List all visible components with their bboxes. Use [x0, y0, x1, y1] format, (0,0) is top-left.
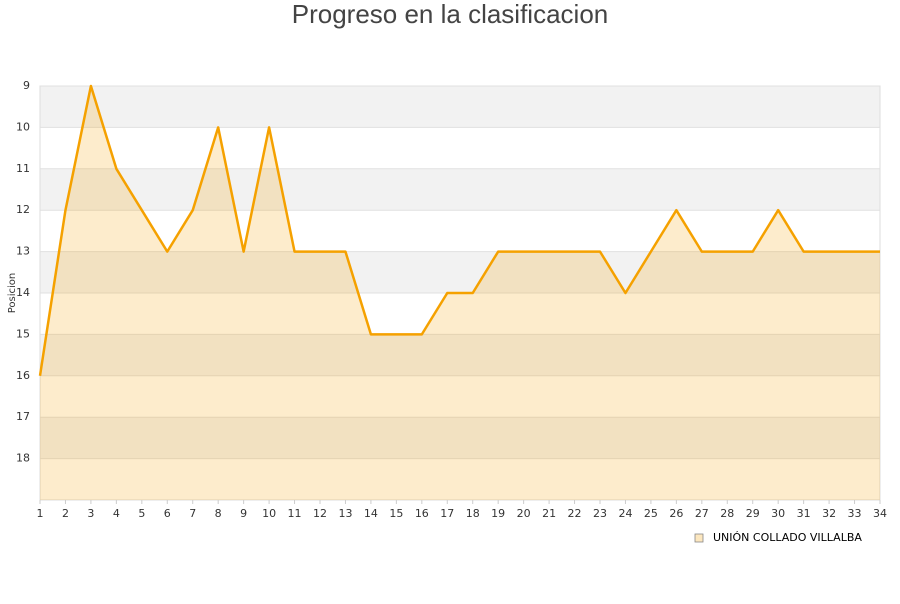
x-tick-label: 11: [288, 507, 302, 520]
x-tick-label: 32: [822, 507, 836, 520]
x-tick-label: 26: [669, 507, 683, 520]
grid-band: [40, 168, 880, 211]
x-tick-label: 25: [644, 507, 658, 520]
x-tick-label: 23: [593, 507, 607, 520]
y-tick-label: 14: [16, 286, 30, 299]
line: [38, 84, 880, 376]
grid-band: [40, 86, 880, 128]
x-tick-label: 21: [542, 507, 556, 520]
x-tick-label: 22: [568, 507, 582, 520]
x-tick-label: 9: [240, 507, 247, 520]
y-tick-label: 9: [23, 79, 30, 92]
legend-swatch: [694, 533, 704, 543]
x-tick-label: 30: [771, 507, 785, 520]
x-tick-label: 27: [695, 507, 709, 520]
chart-title: Progreso en la clasificacion: [292, 0, 609, 29]
legend-label: UNIÓN COLLADO VILLALBA: [713, 531, 862, 544]
y-tick-label: 12: [16, 203, 30, 216]
x-tick-label: 29: [746, 507, 760, 520]
x-tick-label: 17: [440, 507, 454, 520]
y-axis-label: Posicion: [7, 273, 18, 314]
x-tick-label: 12: [313, 507, 327, 520]
grid-band: [40, 251, 880, 293]
y-tick-label: 18: [16, 452, 30, 465]
y-tick-label: 13: [16, 245, 30, 258]
x-tick-label: 31: [797, 507, 811, 520]
y-tick-label: 11: [16, 162, 30, 175]
x-tick-label: 6: [164, 507, 171, 520]
x-tick-label: 15: [389, 507, 403, 520]
x-tick-label: 24: [618, 507, 632, 520]
x-tick-label: 10: [262, 507, 276, 520]
x-tick-label: 33: [848, 507, 862, 520]
x-tick-label: 14: [364, 507, 378, 520]
grid-band: [40, 417, 880, 459]
x-tick-label: 20: [517, 507, 531, 520]
x-tick-label: 4: [113, 507, 120, 520]
y-tick-label: 10: [16, 120, 30, 133]
x-tick-label: 3: [87, 507, 94, 520]
x-tick-label: 28: [720, 507, 734, 520]
y-tick-label: 16: [16, 369, 30, 382]
x-tick-label: 18: [466, 507, 480, 520]
x-tick-label: 1: [37, 507, 44, 520]
x-tick-label: 5: [138, 507, 145, 520]
x-tick-label: 2: [62, 507, 69, 520]
x-tick-label: 34: [873, 507, 887, 520]
x-tick-label: 8: [215, 507, 222, 520]
x-tick-label: 16: [415, 507, 429, 520]
x-tick-label: 7: [189, 507, 196, 520]
y-tick-label: 15: [16, 327, 30, 340]
grid-band: [40, 334, 880, 376]
y-tick-label: 17: [16, 410, 30, 423]
x-tick-label: 13: [338, 507, 352, 520]
x-tick-label: 19: [491, 507, 505, 520]
